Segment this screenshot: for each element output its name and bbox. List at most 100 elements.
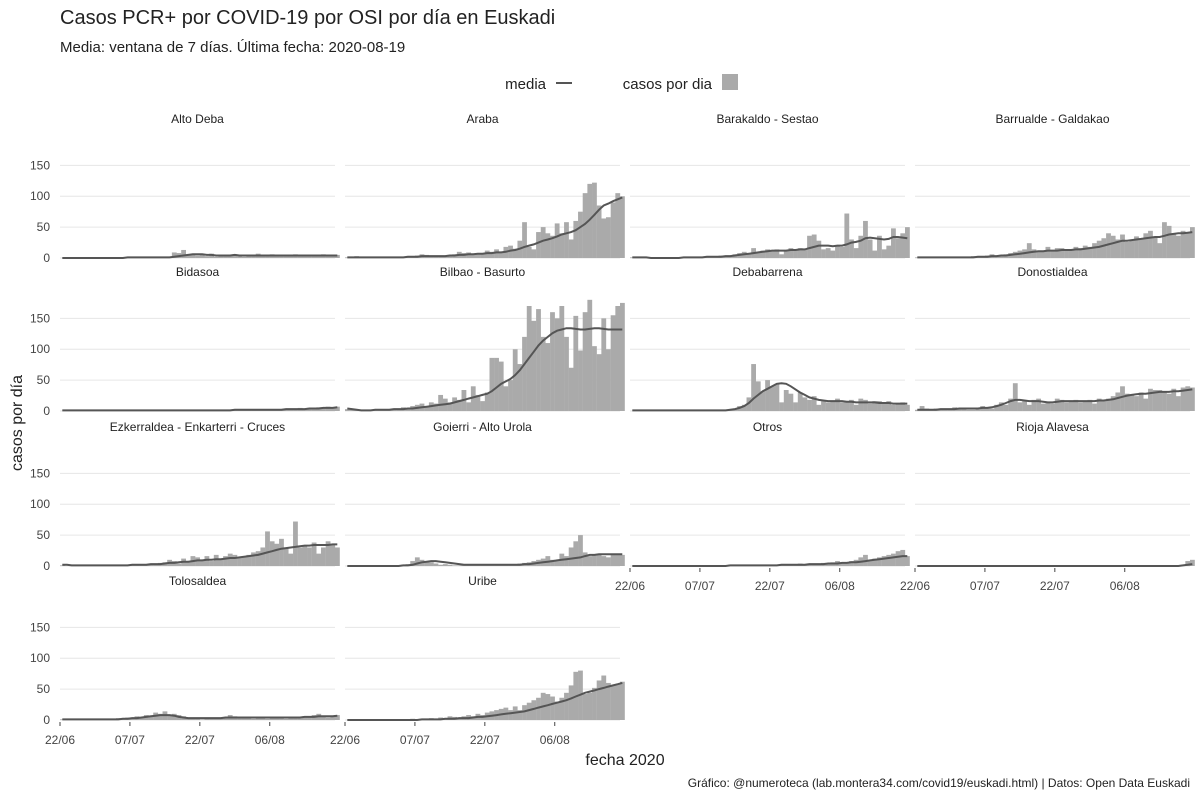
bar <box>508 710 513 720</box>
bar <box>858 235 864 258</box>
bar <box>1017 402 1023 411</box>
bar <box>615 193 621 258</box>
bar <box>251 552 256 566</box>
bar <box>1068 401 1074 411</box>
bar <box>241 717 247 720</box>
bar <box>564 692 569 720</box>
bar <box>517 364 523 411</box>
bar <box>835 245 840 258</box>
x-tick-label: 22/06 <box>330 733 360 747</box>
bar <box>531 249 537 258</box>
bar <box>568 367 574 411</box>
bar <box>349 409 355 411</box>
bar <box>241 556 247 566</box>
bar <box>255 718 261 720</box>
y-tick-label: 50 <box>37 682 51 696</box>
bar <box>807 399 812 411</box>
bar <box>503 386 509 411</box>
bar <box>171 252 177 258</box>
bar <box>853 404 859 411</box>
facet-title: Ezkerraldea - Enkarterri - Cruces <box>110 420 285 434</box>
bar <box>199 254 205 258</box>
x-tick-label: 22/06 <box>45 733 75 747</box>
bar <box>1054 398 1060 411</box>
mean-line <box>347 553 623 567</box>
facet-ezkerraldea-enkarterri-cruces: Ezkerraldea - Enkarterri - Cruces 0 50 100 1… <box>30 420 340 573</box>
bar <box>550 696 555 720</box>
bar <box>288 255 294 258</box>
bar <box>788 248 794 258</box>
bar <box>783 390 789 411</box>
bar <box>1143 398 1149 411</box>
y-axis-label: casos por día <box>9 375 26 471</box>
bar <box>849 561 854 566</box>
bar <box>447 564 453 566</box>
bar <box>190 718 196 720</box>
bar <box>1138 239 1144 258</box>
bar <box>900 402 906 411</box>
bar <box>746 397 752 411</box>
facet-araba: Araba <box>345 112 625 259</box>
bar <box>895 551 901 566</box>
x-tick-label: 22/07 <box>470 733 500 747</box>
bar <box>1040 251 1046 258</box>
bar <box>1003 404 1009 411</box>
bar <box>853 248 859 258</box>
bar <box>335 715 340 720</box>
bar <box>316 553 322 566</box>
bar <box>204 256 210 258</box>
bar <box>1050 403 1055 411</box>
bar <box>1110 235 1116 258</box>
bar <box>265 718 270 720</box>
bar <box>213 256 219 258</box>
bar <box>582 312 588 411</box>
bar <box>1162 222 1167 258</box>
bar <box>1008 398 1014 411</box>
y-tick-label: 150 <box>30 620 50 634</box>
bar <box>293 717 298 720</box>
bar <box>1162 392 1167 411</box>
bar <box>568 239 574 258</box>
bar <box>241 256 247 258</box>
bar <box>1012 383 1018 411</box>
bar <box>1115 392 1121 411</box>
facet-debabarrena: Debabarrena <box>630 265 910 412</box>
mean-line <box>917 388 1193 411</box>
bar <box>297 547 303 566</box>
bar <box>769 386 775 411</box>
legend-line-label: media <box>505 76 547 93</box>
bar <box>1152 390 1158 411</box>
y-tick-label: 50 <box>37 528 51 542</box>
bar <box>1087 399 1093 411</box>
bar <box>255 551 261 566</box>
bar <box>1026 404 1032 411</box>
facet-title: Rioja Alavesa <box>1016 420 1089 434</box>
bar <box>185 254 191 258</box>
bar <box>807 235 812 258</box>
bar <box>1120 234 1125 258</box>
caption: Gráfico: @numeroteca (lab.montera34.com/… <box>688 776 1190 790</box>
bar <box>526 246 532 258</box>
bar <box>872 250 878 258</box>
bar <box>302 546 308 566</box>
bar <box>545 233 551 258</box>
bar <box>456 399 462 411</box>
bar <box>849 239 854 258</box>
bar <box>470 386 476 411</box>
facet-title: Donostialdea <box>1017 265 1087 279</box>
bar <box>863 220 868 258</box>
x-tick-label: 07/07 <box>685 579 715 593</box>
bar <box>456 565 462 566</box>
bar <box>297 718 303 720</box>
bar <box>489 251 495 258</box>
facet-title: Araba <box>466 112 498 126</box>
bar <box>1134 236 1139 258</box>
bar <box>905 227 910 258</box>
y-tick-label: 0 <box>43 251 50 265</box>
bar <box>447 402 453 411</box>
y-tick-label: 100 <box>30 189 50 203</box>
bar <box>582 552 588 566</box>
bar <box>564 556 569 566</box>
bar <box>433 563 439 566</box>
bar <box>232 254 238 258</box>
